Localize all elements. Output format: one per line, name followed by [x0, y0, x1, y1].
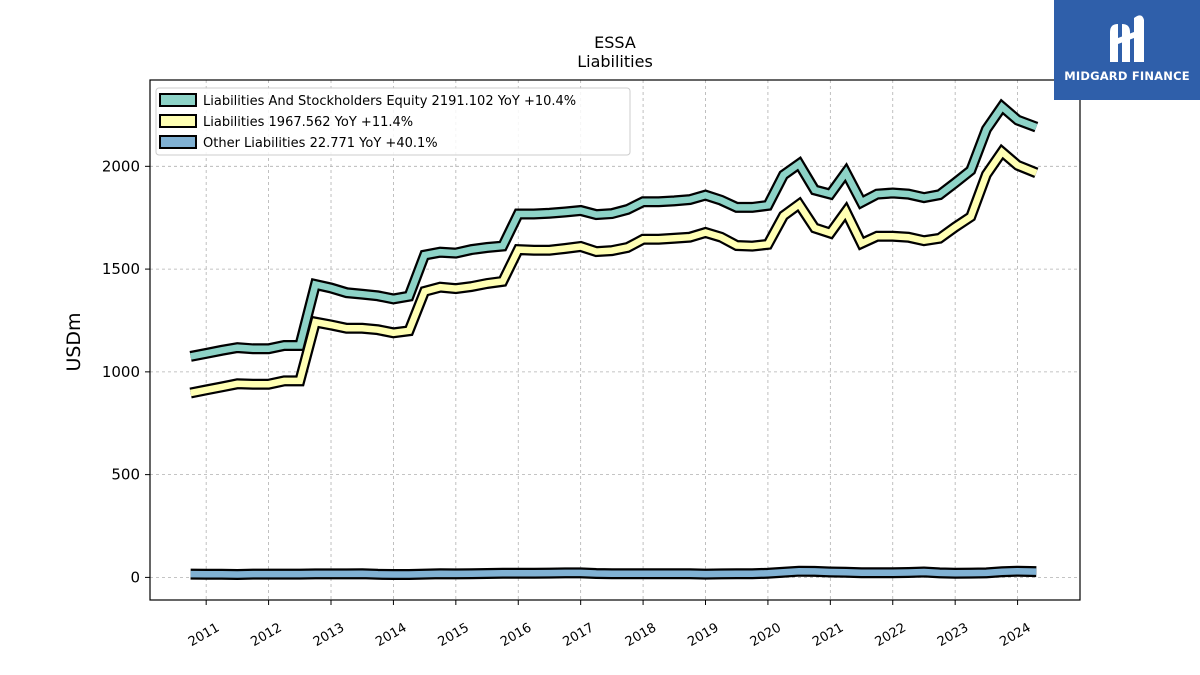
y-tick-label: 2000: [102, 157, 140, 175]
series-fill: [189, 101, 1038, 360]
legend-swatch: [159, 93, 197, 107]
series-outline: [189, 143, 1039, 399]
legend-item: Other Liabilities 22.771 YoY +40.1%: [159, 135, 438, 151]
chart-subtitle: Liabilities: [577, 52, 653, 71]
x-tick-label: 2017: [561, 620, 597, 650]
series-layer: [189, 98, 1039, 581]
x-axis: 2011 2012 2013 2014 2015 2016 2017 2018 2019 2020…: [186, 600, 1034, 650]
y-axis: 0 500 1000 1500 2000: [102, 157, 150, 586]
y-tick-label: 500: [111, 466, 140, 484]
x-tick-label: 2016: [498, 620, 534, 650]
x-tick-label: 2021: [810, 620, 846, 650]
legend: Liabilities And Stockholders Equity 2191…: [155, 87, 631, 156]
series-line: [190, 565, 1037, 581]
gridlines: [150, 80, 1080, 600]
legend-label: Other Liabilities 22.771 YoY +40.1%: [203, 136, 438, 151]
y-axis-label: USDm: [63, 312, 85, 371]
x-tick-label: 2018: [623, 620, 659, 650]
series-fill: [190, 567, 1037, 578]
chart-title: ESSA: [594, 33, 636, 52]
x-tick-label: 2014: [373, 620, 409, 650]
x-tick-label: 2023: [935, 620, 971, 650]
series-fill: [189, 147, 1038, 397]
legend-box: [155, 87, 631, 156]
series-line: [189, 143, 1039, 399]
x-tick-label: 2015: [436, 620, 472, 650]
legend-swatch: [159, 114, 197, 128]
legend-label: Liabilities 1967.562 YoY +11.4%: [203, 115, 413, 130]
midgard-logo-icon: [1110, 15, 1144, 62]
series-line: [189, 98, 1039, 362]
x-tick-label: 2013: [311, 620, 347, 650]
brand-logo: MIDGARD FINANCE: [1054, 0, 1200, 100]
x-tick-label: 2011: [186, 620, 222, 650]
brand-name: MIDGARD FINANCE: [1064, 69, 1190, 83]
legend-item: Liabilities And Stockholders Equity 2191…: [159, 93, 576, 109]
y-tick-label: 1000: [102, 363, 140, 381]
legend-swatch: [159, 135, 197, 149]
y-tick-label: 0: [130, 568, 140, 586]
legend-item: Liabilities 1967.562 YoY +11.4%: [159, 114, 413, 130]
plot-frame: [149, 79, 1081, 601]
legend-label: Liabilities And Stockholders Equity 2191…: [203, 94, 576, 109]
y-tick-label: 1500: [102, 260, 140, 278]
x-tick-label: 2019: [685, 620, 721, 650]
x-tick-label: 2020: [748, 620, 784, 650]
x-tick-label: 2024: [997, 620, 1033, 650]
x-tick-label: 2022: [873, 620, 909, 650]
x-tick-label: 2012: [248, 620, 284, 650]
